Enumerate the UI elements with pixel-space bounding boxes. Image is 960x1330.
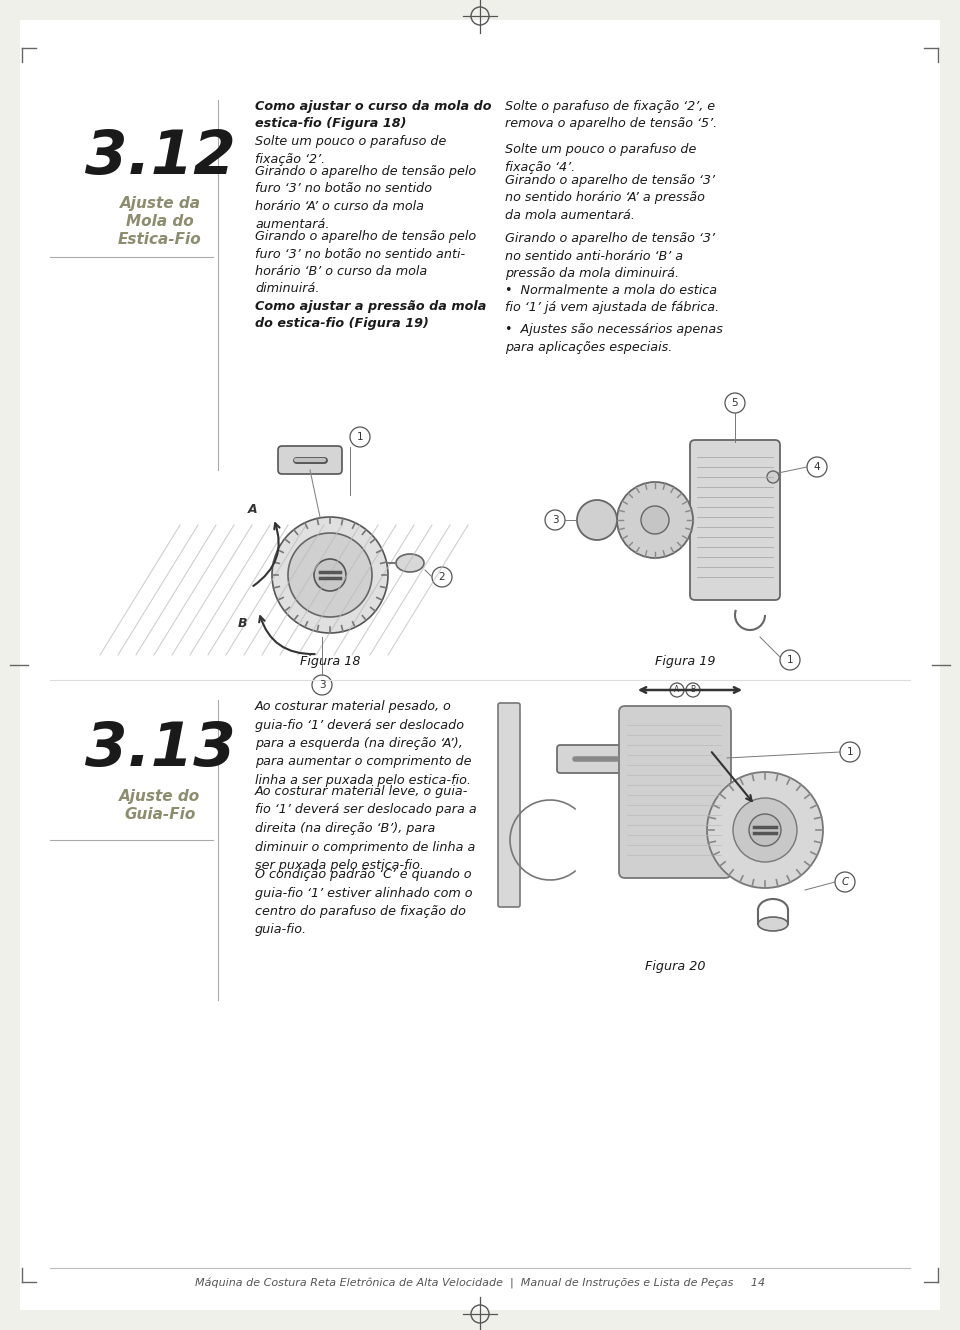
Text: Ao costurar material leve, o guia-
fio ‘1’ deverá ser deslocado para a
direita (: Ao costurar material leve, o guia- fio ‘… xyxy=(255,785,477,872)
Circle shape xyxy=(432,567,452,587)
Text: Solte um pouco o parafuso de
fixação ‘2’.: Solte um pouco o parafuso de fixação ‘2’… xyxy=(255,136,446,165)
Text: 1: 1 xyxy=(357,432,363,442)
Text: O condição padrão ‘C’ é quando o
guia-fio ‘1’ estiver alinhado com o
centro do p: O condição padrão ‘C’ é quando o guia-fi… xyxy=(255,868,472,936)
Text: Estica-Fio: Estica-Fio xyxy=(118,231,202,247)
Text: Figura 20: Figura 20 xyxy=(645,960,706,974)
Text: •  Normalmente a mola do estica
fio ‘1’ já vem ajustada de fábrica.: • Normalmente a mola do estica fio ‘1’ j… xyxy=(505,285,719,314)
Text: 2: 2 xyxy=(439,572,445,583)
Circle shape xyxy=(840,742,860,762)
Text: Solte um pouco o parafuso de
fixação ‘4’.: Solte um pouco o parafuso de fixação ‘4’… xyxy=(505,144,696,173)
Circle shape xyxy=(749,814,781,846)
Text: 5: 5 xyxy=(732,398,738,408)
Text: •  Ajustes são necessários apenas
para aplicações especiais.: • Ajustes são necessários apenas para ap… xyxy=(505,323,723,354)
Text: Como ajustar a pressão da mola
do estica-fio (Figura 19): Como ajustar a pressão da mola do estica… xyxy=(255,301,487,330)
Circle shape xyxy=(733,798,797,862)
Circle shape xyxy=(780,650,800,670)
FancyBboxPatch shape xyxy=(278,446,342,473)
Circle shape xyxy=(807,458,827,477)
FancyBboxPatch shape xyxy=(498,704,520,907)
Circle shape xyxy=(350,427,370,447)
Text: Girando o aparelho de tensão ‘3’
no sentido anti-horário ‘B’ a
pressão da mola d: Girando o aparelho de tensão ‘3’ no sent… xyxy=(505,231,715,281)
Text: 3: 3 xyxy=(552,515,559,525)
Circle shape xyxy=(767,471,779,483)
Text: 4: 4 xyxy=(814,462,820,472)
FancyBboxPatch shape xyxy=(557,745,633,773)
Text: Solte o parafuso de fixação ‘2’, e
remova o aparelho de tensão ‘5’.: Solte o parafuso de fixação ‘2’, e remov… xyxy=(505,100,717,130)
Text: 3.13: 3.13 xyxy=(84,720,235,779)
Text: Ao costurar material pesado, o
guia-fio ‘1’ deverá ser deslocado
para a esquerda: Ao costurar material pesado, o guia-fio … xyxy=(255,700,471,787)
Text: 3.12: 3.12 xyxy=(84,128,235,188)
Text: Girando o aparelho de tensão ‘3’
no sentido horário ‘A’ a pressão
da mola aument: Girando o aparelho de tensão ‘3’ no sent… xyxy=(505,174,715,222)
Circle shape xyxy=(641,505,669,535)
Text: Figura 19: Figura 19 xyxy=(655,654,715,668)
FancyBboxPatch shape xyxy=(619,706,731,878)
Circle shape xyxy=(835,872,855,892)
Circle shape xyxy=(288,533,372,617)
Text: Máquina de Costura Reta Eletrônica de Alta Velocidade  |  Manual de Instruções e: Máquina de Costura Reta Eletrônica de Al… xyxy=(195,1278,765,1289)
Text: A: A xyxy=(248,503,257,516)
Circle shape xyxy=(577,500,617,540)
Circle shape xyxy=(686,684,700,697)
Circle shape xyxy=(272,517,388,633)
Text: Ajuste do: Ajuste do xyxy=(119,789,201,805)
Text: Guia-Fio: Guia-Fio xyxy=(124,807,196,822)
Text: 3: 3 xyxy=(319,680,325,690)
Ellipse shape xyxy=(396,555,424,572)
Text: Figura 18: Figura 18 xyxy=(300,654,360,668)
Text: Ajuste da: Ajuste da xyxy=(119,196,201,211)
Text: A: A xyxy=(674,685,680,694)
Circle shape xyxy=(707,771,823,888)
Text: C: C xyxy=(841,876,849,887)
Text: Como ajustar o curso da mola do
estica-fio (Figura 18): Como ajustar o curso da mola do estica-f… xyxy=(255,100,492,130)
Text: B: B xyxy=(238,617,248,630)
Text: 1: 1 xyxy=(786,654,793,665)
Circle shape xyxy=(312,676,332,696)
FancyBboxPatch shape xyxy=(690,440,780,600)
Ellipse shape xyxy=(758,916,788,931)
Circle shape xyxy=(545,509,565,529)
Text: Girando o aparelho de tensão pelo
furo ‘3’ no botão no sentido anti-
horário ‘B’: Girando o aparelho de tensão pelo furo ‘… xyxy=(255,230,476,295)
Text: B: B xyxy=(690,685,696,694)
Circle shape xyxy=(617,481,693,559)
Text: Girando o aparelho de tensão pelo
furo ‘3’ no botão no sentido
horário ‘A’ o cur: Girando o aparelho de tensão pelo furo ‘… xyxy=(255,165,476,230)
Text: Mola do: Mola do xyxy=(126,214,194,229)
Circle shape xyxy=(725,392,745,414)
Text: 1: 1 xyxy=(847,747,853,757)
Circle shape xyxy=(314,559,346,591)
Circle shape xyxy=(670,684,684,697)
